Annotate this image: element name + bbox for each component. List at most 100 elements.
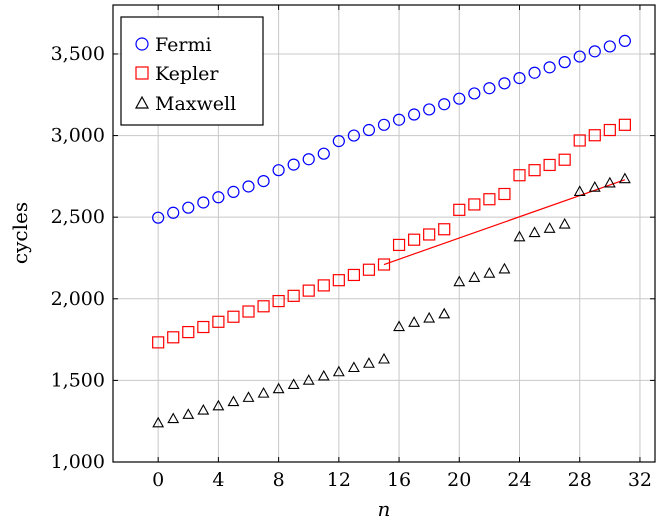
trend-line-layer [383,179,626,266]
data-point-fermi [152,211,165,224]
data-point-kepler [468,198,481,211]
grid [113,5,655,463]
data-point-maxwell [573,185,586,196]
data-point-fermi [588,45,601,58]
x-tick-label: 16 [387,469,411,491]
legend-entry-fermi: Fermi [135,34,212,56]
data-point-fermi [603,40,616,53]
data-point-maxwell [423,311,436,323]
data-point-fermi [362,123,376,137]
legend-label-maxwell: Maxwell [155,93,236,115]
data-point-maxwell [438,307,451,319]
data-point-kepler [423,228,436,241]
data-point-fermi [408,108,421,121]
data-point-fermi [242,180,255,193]
data-point-fermi [167,206,180,219]
legend-marker-maxwell [134,95,150,109]
data-point-kepler [272,294,285,308]
data-point-kepler [317,279,330,292]
data-point-kepler [603,123,616,137]
data-point-kepler [152,336,165,349]
data-point-fermi [438,98,451,111]
data-point-maxwell [483,267,496,278]
data-point-maxwell [468,271,481,282]
data-point-maxwell [408,316,421,327]
data-point-fermi [257,175,270,188]
trend-line [383,179,626,266]
data-point-kepler [167,331,180,344]
data-point-kepler [197,320,210,334]
data-point-maxwell [513,230,526,242]
data-point-maxwell [212,399,225,411]
data-point-fermi [558,56,571,69]
data-point-maxwell [242,391,255,402]
data-point-kepler [227,310,240,323]
data-point-fermi [197,196,210,209]
x-tick-label: 20 [447,469,471,491]
x-tick-label: 8 [273,469,285,491]
data-point-maxwell [182,408,195,419]
data-point-kepler [408,233,421,246]
x-tick-label: 32 [628,469,652,491]
data-point-maxwell [257,386,270,398]
data-point-fermi [483,82,496,95]
data-point-kepler [483,193,496,206]
data-point-maxwell [152,416,165,428]
data-point-kepler [498,187,511,201]
data-point-maxwell [287,378,300,390]
data-point-kepler [182,325,195,339]
data-point-kepler [332,274,345,287]
legend-marker-fermi [135,37,149,51]
data-point-kepler [302,284,315,297]
data-point-kepler [528,164,541,177]
data-point-fermi [543,61,556,74]
data-point-fermi [347,129,360,142]
y-tick-label: 3,500 [51,43,105,65]
x-tick-label: 0 [152,469,164,491]
legend-box [120,16,264,126]
data-point-maxwell [543,222,556,233]
data-point-maxwell [197,403,210,415]
data-point-kepler [377,258,391,271]
y-tick-label: 1,000 [51,451,105,473]
data-point-fermi [573,50,586,63]
legend-entry-maxwell: Maxwell [134,93,236,115]
data-point-kepler [347,268,360,282]
data-point-maxwell [588,181,601,192]
data-point-maxwell [558,217,571,229]
data-point-kepler [588,129,601,142]
legend-marker-kepler [135,66,149,80]
data-point-maxwell [317,369,330,381]
data-point-fermi [332,135,345,148]
y-tick-label: 1,500 [51,369,105,391]
data-point-kepler [362,263,376,276]
data-point-kepler [573,134,586,147]
data-point-kepler [513,169,526,182]
data-point-kepler [618,118,631,131]
data-point-maxwell [603,176,616,188]
data-point-fermi [618,34,631,48]
plot-frame [112,4,656,463]
data-point-fermi [287,158,300,171]
legend-label-fermi: Fermi [155,34,212,56]
data-point-fermi [468,87,481,100]
x-axis-title: n [378,497,391,521]
data-point-fermi [272,164,285,177]
x-tick-label: 4 [212,469,224,491]
data-point-maxwell [227,395,240,407]
data-point-kepler [257,300,270,313]
data-point-maxwell [332,365,345,377]
data-point-maxwell [272,382,285,394]
data-point-fermi [212,191,225,204]
data-point-maxwell [453,275,466,287]
data-point-maxwell [167,412,180,424]
data-point-fermi [423,103,436,116]
data-point-maxwell [618,172,631,184]
data-point-maxwell [393,320,405,332]
data-point-kepler [212,315,225,328]
legend-label-kepler: Kepler [155,63,219,85]
data-point-fermi [182,201,195,214]
data-point-fermi [227,185,240,198]
data-point-kepler [287,289,300,302]
